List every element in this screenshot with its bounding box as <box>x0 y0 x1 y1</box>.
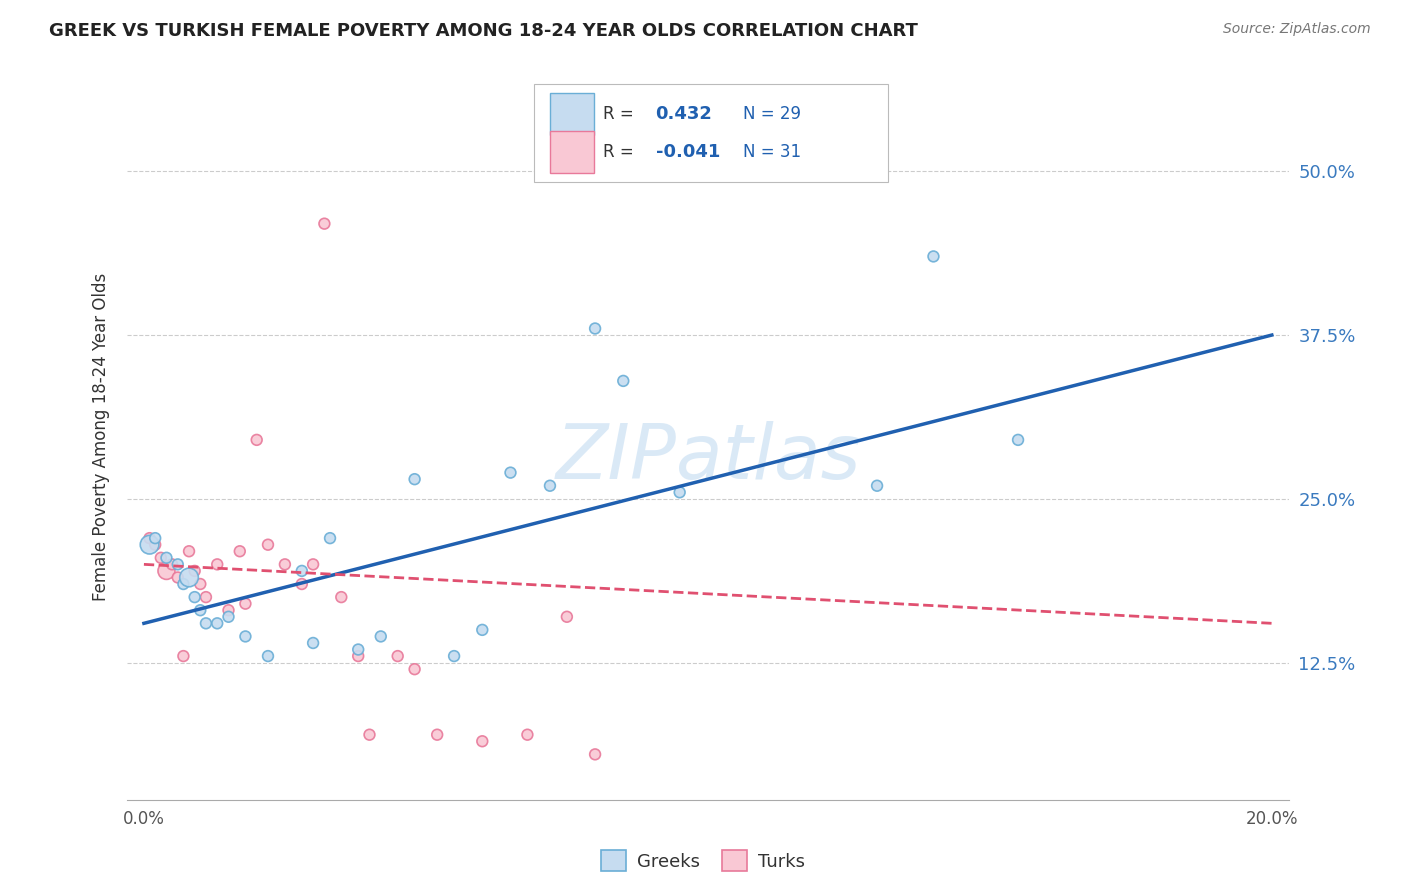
Point <box>235 629 257 643</box>
Point <box>555 609 578 624</box>
Point <box>218 609 240 624</box>
FancyBboxPatch shape <box>550 93 593 135</box>
Point <box>183 590 205 604</box>
Point <box>138 531 160 545</box>
Text: N = 31: N = 31 <box>742 144 801 161</box>
Point <box>314 217 336 231</box>
Point <box>194 616 217 631</box>
Point <box>668 485 690 500</box>
Point <box>291 564 314 578</box>
Point <box>538 479 561 493</box>
Point <box>166 558 188 572</box>
Point <box>359 728 381 742</box>
Point <box>166 570 188 584</box>
Point <box>387 649 409 664</box>
Point <box>155 550 177 565</box>
Point <box>188 603 211 617</box>
Point <box>516 728 538 742</box>
Point <box>177 570 200 584</box>
Point <box>404 472 426 486</box>
Text: ZIPatlas: ZIPatlas <box>555 421 860 495</box>
Text: N = 29: N = 29 <box>742 104 801 123</box>
Point <box>426 728 449 742</box>
Text: GREEK VS TURKISH FEMALE POVERTY AMONG 18-24 YEAR OLDS CORRELATION CHART: GREEK VS TURKISH FEMALE POVERTY AMONG 18… <box>49 22 918 40</box>
Text: -0.041: -0.041 <box>655 144 720 161</box>
Point <box>471 734 494 748</box>
Point <box>246 433 269 447</box>
Point <box>370 629 392 643</box>
Point <box>330 590 353 604</box>
Point <box>143 531 166 545</box>
Point <box>583 747 606 762</box>
Point <box>194 590 217 604</box>
Point <box>499 466 522 480</box>
Point <box>404 662 426 676</box>
Point <box>257 649 280 664</box>
Point <box>257 538 280 552</box>
Point <box>218 603 240 617</box>
Point <box>1007 433 1029 447</box>
Point <box>274 558 297 572</box>
Point <box>612 374 634 388</box>
Point <box>149 550 172 565</box>
Point <box>188 577 211 591</box>
Point <box>443 649 465 664</box>
Point <box>319 531 342 545</box>
FancyBboxPatch shape <box>534 84 889 182</box>
Point <box>160 558 183 572</box>
Y-axis label: Female Poverty Among 18-24 Year Olds: Female Poverty Among 18-24 Year Olds <box>93 272 110 600</box>
Point <box>302 558 325 572</box>
Point <box>866 479 889 493</box>
Point <box>922 249 945 263</box>
Point <box>583 321 606 335</box>
Point <box>155 564 177 578</box>
Text: Source: ZipAtlas.com: Source: ZipAtlas.com <box>1223 22 1371 37</box>
Point <box>183 564 205 578</box>
FancyBboxPatch shape <box>550 131 593 173</box>
Text: R =: R = <box>603 104 640 123</box>
Point <box>172 577 194 591</box>
Point <box>177 544 200 558</box>
Text: R =: R = <box>603 144 640 161</box>
Point <box>207 558 229 572</box>
Point <box>229 544 252 558</box>
Point <box>347 649 370 664</box>
Point <box>471 623 494 637</box>
Point <box>302 636 325 650</box>
Point <box>172 649 194 664</box>
Point <box>235 597 257 611</box>
Point <box>143 538 166 552</box>
Text: 0.432: 0.432 <box>655 104 713 123</box>
Point <box>291 577 314 591</box>
Legend: Greeks, Turks: Greeks, Turks <box>593 843 813 879</box>
Point <box>207 616 229 631</box>
Point <box>138 538 160 552</box>
Point <box>347 642 370 657</box>
